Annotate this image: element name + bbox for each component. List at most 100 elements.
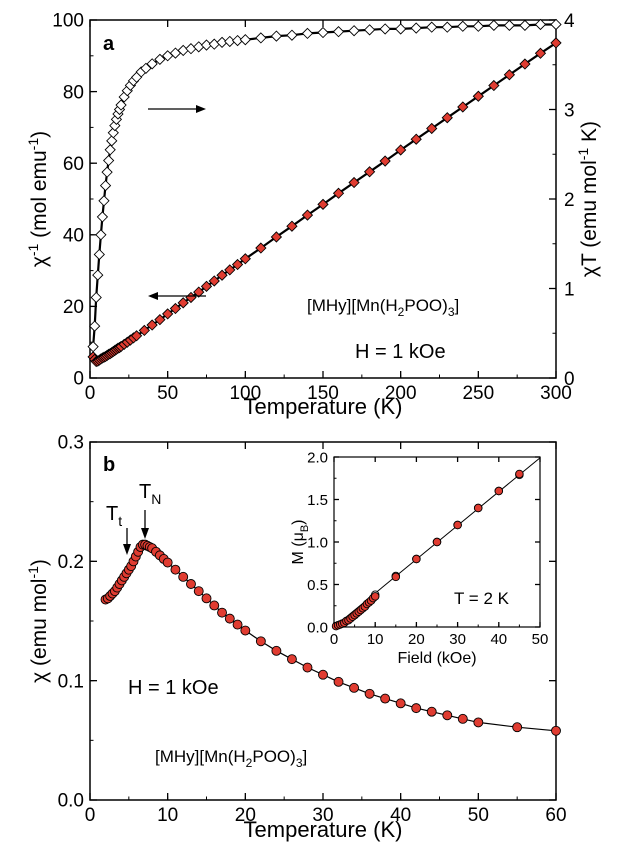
y-right-tick-label: 1 bbox=[564, 280, 575, 301]
chiT-point bbox=[140, 62, 152, 74]
panel-a-compound-label: [MHy][Mn(H2POO)3] bbox=[307, 296, 459, 319]
chiT-point bbox=[103, 154, 115, 167]
chiT-point bbox=[146, 58, 158, 70]
inverse-chi-point bbox=[410, 133, 422, 145]
magnetization-point bbox=[432, 537, 442, 547]
chi-point bbox=[473, 717, 484, 728]
chi-point bbox=[193, 586, 204, 597]
chi-point bbox=[271, 645, 282, 656]
y-tick-label: 0.5 bbox=[307, 577, 328, 594]
chiT-point bbox=[98, 195, 110, 207]
chi-point bbox=[170, 564, 181, 575]
inverse-chi-point bbox=[200, 280, 213, 292]
y-tick-label: 20 bbox=[63, 297, 84, 318]
chiT-point bbox=[395, 23, 407, 35]
inverse-chi-point bbox=[146, 319, 158, 331]
chi-point bbox=[232, 619, 243, 630]
panel-b-label: b bbox=[103, 454, 115, 476]
chi-point bbox=[255, 636, 266, 647]
chi-point bbox=[186, 579, 196, 589]
y-tick-label: 2.0 bbox=[307, 449, 328, 466]
chiT-point bbox=[96, 211, 109, 223]
inverse-chi-point bbox=[193, 286, 205, 298]
x-tick-label: 20 bbox=[235, 805, 256, 826]
chiT-point bbox=[317, 26, 329, 39]
inverse-chi-point bbox=[457, 101, 469, 113]
y-tick-label: 0.3 bbox=[58, 433, 84, 454]
chiT-point bbox=[488, 19, 500, 32]
inset-temperature-label: T = 2 K bbox=[454, 589, 510, 608]
y-tick-label: 0.2 bbox=[58, 552, 84, 573]
chiT-point bbox=[363, 24, 376, 36]
inverse-chi-point bbox=[239, 253, 251, 265]
y-tick-label: 1.5 bbox=[307, 492, 328, 509]
y-tick-label: 80 bbox=[63, 82, 84, 103]
chiT-point bbox=[255, 32, 267, 44]
inverse-chi-point bbox=[301, 209, 314, 221]
inset-xlabel: Field (kOe) bbox=[397, 650, 476, 667]
chiT-point bbox=[106, 135, 118, 147]
inverse-chi-point bbox=[255, 242, 267, 254]
panel-a-ylabel-left: χ-1 (mol emu-1) bbox=[25, 131, 51, 267]
chiT-point bbox=[154, 53, 166, 66]
chiT-point bbox=[89, 320, 101, 332]
inverse-chi-point bbox=[130, 330, 143, 342]
inset-plot: 0 10 20 30 40 500.00.51.01.52.0 Field (kOe) M… bbox=[290, 449, 548, 667]
inverse-chi-point bbox=[426, 122, 438, 135]
inverse-chi-point bbox=[488, 79, 500, 92]
chi-point bbox=[551, 725, 561, 736]
inverse-chi-point bbox=[208, 275, 220, 287]
chiT-point bbox=[90, 291, 102, 304]
x-tick-label: 0 bbox=[85, 805, 96, 826]
chi-point bbox=[457, 713, 468, 724]
chiT-point bbox=[457, 20, 469, 32]
chi-point bbox=[349, 682, 360, 693]
chiT-point bbox=[410, 22, 422, 34]
panel-b: 0 10 20 30 40 50 60 0.0 0.1 0.2 0.3 b Temperature … bbox=[25, 433, 567, 842]
chi-point bbox=[302, 662, 313, 673]
chiT-point bbox=[426, 21, 438, 33]
x-tick-label: 150 bbox=[307, 383, 339, 404]
x-tick-label: 0 bbox=[330, 631, 338, 648]
inverse-chi-point bbox=[503, 69, 516, 81]
panel-b-xlabel: Temperature (K) bbox=[244, 817, 403, 842]
tt-arrow bbox=[123, 528, 131, 555]
panel-a-xlabel: Temperature (K) bbox=[244, 394, 403, 419]
y-tick-label: 40 bbox=[63, 225, 84, 246]
inverse-chi-point bbox=[472, 90, 484, 102]
chi-point bbox=[411, 703, 422, 714]
y-right-tick-label: 0 bbox=[564, 369, 575, 390]
left-axis-arrow bbox=[148, 292, 206, 300]
inverse-chi-point bbox=[534, 47, 547, 59]
chi-point bbox=[209, 600, 220, 611]
chiT-point bbox=[101, 166, 113, 178]
chiT-point bbox=[185, 43, 197, 55]
chi-point bbox=[178, 571, 189, 582]
y-tick-label: 0 bbox=[73, 369, 84, 390]
panel-b-axes: 0 10 20 30 40 50 60 0.0 0.1 0.2 0.3 bbox=[58, 433, 567, 826]
panel-b-ylabel: χ (emu mol-1) bbox=[25, 559, 51, 683]
chi-point bbox=[380, 693, 391, 704]
y-tick-label: 100 bbox=[52, 11, 84, 32]
chi-point bbox=[201, 593, 212, 604]
inverse-chi-point bbox=[348, 176, 360, 189]
inset-data bbox=[331, 457, 541, 631]
magnetization-point bbox=[453, 520, 462, 530]
inverse-chi-point bbox=[162, 308, 174, 320]
inset-axes: 0 10 20 30 40 50 0.0 0.5 1.0 1.5 2.0 bbox=[307, 449, 548, 648]
inverse-chi-point bbox=[441, 112, 453, 124]
panel-a-data bbox=[87, 18, 562, 368]
inverse-chi-point bbox=[177, 297, 189, 309]
chiT-point bbox=[472, 20, 484, 32]
right-axis-arrow bbox=[148, 105, 206, 113]
y-tick-label: 0.0 bbox=[307, 619, 328, 636]
chiT-point bbox=[95, 229, 107, 241]
chiT-point bbox=[332, 25, 345, 38]
panel-a-field-label: H = 1 kOe bbox=[355, 341, 446, 363]
magnetization-point bbox=[515, 469, 524, 479]
magnetization-point bbox=[370, 592, 380, 601]
chiT-point bbox=[99, 179, 112, 192]
x-tick-label: 250 bbox=[462, 383, 494, 404]
